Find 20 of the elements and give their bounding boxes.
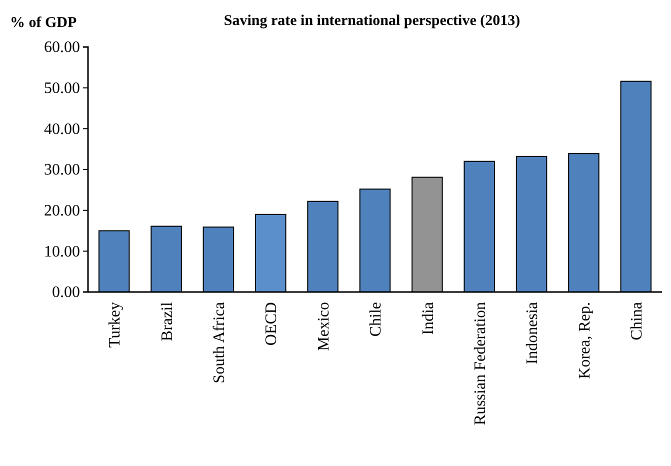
x-tick-label: Brazil bbox=[158, 301, 176, 342]
x-tick-label: Chile bbox=[368, 302, 385, 337]
x-tick-label: Russian Federation bbox=[472, 302, 489, 426]
x-tick-label: Korea, Rep. bbox=[576, 302, 594, 379]
x-tick-label: Indonesia bbox=[524, 302, 542, 364]
chart-title: Saving rate in international perspective (2013) bbox=[224, 13, 520, 29]
y-tick-label: 0.00 bbox=[52, 284, 80, 302]
y-tick-label: 10.00 bbox=[44, 243, 80, 260]
x-tick-label: India bbox=[420, 302, 437, 335]
y-tick-label: 30.00 bbox=[44, 162, 80, 179]
y-tick-label: 60.00 bbox=[44, 39, 80, 56]
x-tick-label: China bbox=[628, 302, 646, 340]
y-tick-label: 50.00 bbox=[44, 80, 80, 97]
y-tick-label: 40.00 bbox=[44, 120, 80, 138]
x-tick-label: OECD bbox=[263, 302, 280, 346]
x-tick-label: South Africa bbox=[211, 302, 228, 384]
x-tick-label: Mexico bbox=[315, 302, 332, 351]
y-axis-title: % of GDP bbox=[10, 15, 77, 31]
x-tick-label: Turkey bbox=[106, 302, 124, 348]
y-tick-label: 20.00 bbox=[44, 202, 80, 220]
